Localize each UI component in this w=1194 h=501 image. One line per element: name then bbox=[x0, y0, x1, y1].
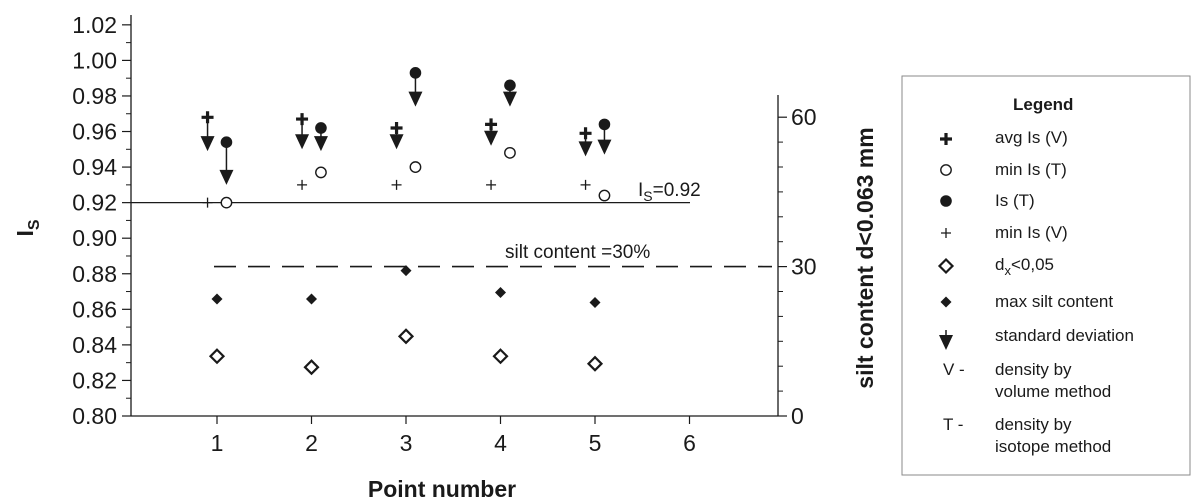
y-tick-label: 0.92 bbox=[72, 190, 117, 216]
bold-plus-point bbox=[201, 111, 214, 124]
legend-marker-arrow bbox=[939, 330, 953, 350]
std-dev-arrow-head bbox=[408, 91, 423, 107]
legend-note-v-line2: volume method bbox=[995, 382, 1111, 401]
open-diamond-point bbox=[492, 348, 509, 365]
open-circle-point bbox=[504, 146, 516, 159]
legend-marker-filled-diamond bbox=[940, 296, 952, 308]
std-dev-arrow-head bbox=[939, 335, 953, 350]
y-tick-label: 0.96 bbox=[72, 119, 117, 145]
open-diamond-point bbox=[397, 328, 415, 345]
x-tick-label: 3 bbox=[400, 430, 413, 456]
legend-note-t-key: T - bbox=[943, 415, 963, 434]
filled-circle-point bbox=[220, 136, 233, 148]
thin-plus-point bbox=[580, 179, 591, 190]
open-diamond-point bbox=[586, 355, 604, 372]
y-tick-label: 1.00 bbox=[72, 47, 117, 73]
legend-title: Legend bbox=[1013, 95, 1073, 114]
filled-diamond-point bbox=[211, 293, 223, 305]
y-tick-label: 0.94 bbox=[72, 154, 117, 180]
thin-plus-point bbox=[486, 179, 497, 190]
std-dev-arrow-head bbox=[219, 169, 234, 185]
y-tick-label: 0.90 bbox=[72, 225, 117, 251]
data-marks bbox=[131, 67, 772, 376]
bold-plus-point bbox=[579, 127, 592, 140]
y-tick-label: 0.98 bbox=[72, 83, 117, 109]
legend-label-min-is-t: min Is (T) bbox=[995, 160, 1067, 179]
x-tick-label: 2 bbox=[305, 430, 318, 456]
legend-note-t-line2: isotope method bbox=[995, 437, 1111, 456]
bold-plus-point bbox=[485, 118, 498, 131]
y-tick-label: 1.02 bbox=[72, 12, 117, 38]
legend-marker-thin-plus bbox=[941, 228, 951, 238]
y-tick-label: 0.86 bbox=[72, 296, 117, 322]
filled-diamond-point bbox=[495, 286, 506, 298]
legend-label-dx: dx<0,05 bbox=[995, 255, 1054, 278]
y2-tick-label: 0 bbox=[791, 403, 804, 429]
silt-threshold-label: silt content =30% bbox=[505, 242, 650, 263]
y-tick-label: 0.88 bbox=[72, 261, 117, 287]
y-tick-label: 0.82 bbox=[72, 367, 117, 393]
axes: 0.80 0.82 0.84 0.86 0.88 0.90 0.92 0.94 0.96 0.98… bbox=[72, 12, 816, 456]
x-axis-title: Point number bbox=[368, 476, 516, 501]
filled-circle-point bbox=[598, 118, 611, 131]
legend-note-v-line1: density by bbox=[995, 360, 1072, 379]
y2-axis-title: silt content d<0.063 mm bbox=[852, 127, 878, 388]
x-tick-label: 6 bbox=[683, 430, 696, 456]
legend-box bbox=[901, 75, 1191, 476]
filled-diamond-point bbox=[400, 265, 412, 277]
filled-circle-point bbox=[315, 122, 327, 134]
legend-marker-filled-circle bbox=[940, 195, 952, 207]
bold-plus-point bbox=[296, 113, 309, 126]
thin-plus-point bbox=[391, 179, 402, 190]
legend-marker-open-diamond bbox=[937, 257, 955, 275]
std-dev-arrow-head bbox=[389, 134, 404, 150]
open-diamond-point bbox=[208, 348, 226, 365]
std-dev-arrow-head bbox=[578, 141, 593, 157]
open-diamond-point bbox=[303, 359, 320, 376]
thin-plus-point bbox=[297, 179, 308, 190]
std-dev-arrow-head bbox=[597, 139, 612, 155]
legend-label-min-is-v: min Is (V) bbox=[995, 223, 1068, 242]
y-axis-title: IS bbox=[12, 219, 43, 236]
filled-circle-point bbox=[409, 67, 422, 79]
legend-label-avg-is-v: avg Is (V) bbox=[995, 128, 1068, 147]
filled-diamond-point bbox=[306, 293, 317, 305]
is-threshold-label: IS=0.92 bbox=[638, 180, 701, 204]
legend: Legend avg Is (V) min Is (T) Is (T) min … bbox=[901, 75, 1191, 476]
legend-label-std-dev: standard deviation bbox=[995, 326, 1134, 345]
std-dev-arrow-head bbox=[295, 134, 310, 150]
open-circle-point bbox=[315, 166, 327, 179]
legend-marker-bold-plus bbox=[940, 133, 952, 145]
filled-diamond-point bbox=[589, 296, 601, 308]
x-tick-label: 4 bbox=[494, 430, 507, 456]
std-dev-arrow-head bbox=[502, 91, 517, 107]
x-tick-label: 5 bbox=[589, 430, 602, 456]
legend-label-is-t: Is (T) bbox=[995, 191, 1035, 210]
legend-note-t-line1: density by bbox=[995, 415, 1072, 434]
legend-label-max-silt: max silt content bbox=[995, 292, 1113, 311]
legend-note-v-key: V - bbox=[943, 360, 965, 379]
std-dev-arrow-head bbox=[200, 136, 215, 152]
bold-plus-point bbox=[390, 121, 403, 134]
x-tick-label: 1 bbox=[211, 430, 224, 456]
y-tick-label: 0.84 bbox=[72, 332, 117, 358]
std-dev-arrow-head bbox=[484, 130, 499, 146]
std-dev-arrow bbox=[219, 142, 234, 185]
y2-tick-label: 60 bbox=[791, 104, 817, 130]
y2-tick-label: 30 bbox=[791, 254, 817, 280]
open-circle-point bbox=[220, 196, 233, 209]
filled-circle-point bbox=[504, 79, 516, 92]
std-dev-arrow-head bbox=[313, 136, 328, 152]
y-tick-label: 0.80 bbox=[72, 403, 117, 429]
open-circle-point bbox=[598, 189, 611, 202]
thin-plus-point bbox=[202, 197, 213, 208]
legend-marker-open-circle bbox=[940, 164, 952, 176]
legend-markers bbox=[937, 133, 955, 350]
open-circle-point bbox=[409, 161, 422, 173]
